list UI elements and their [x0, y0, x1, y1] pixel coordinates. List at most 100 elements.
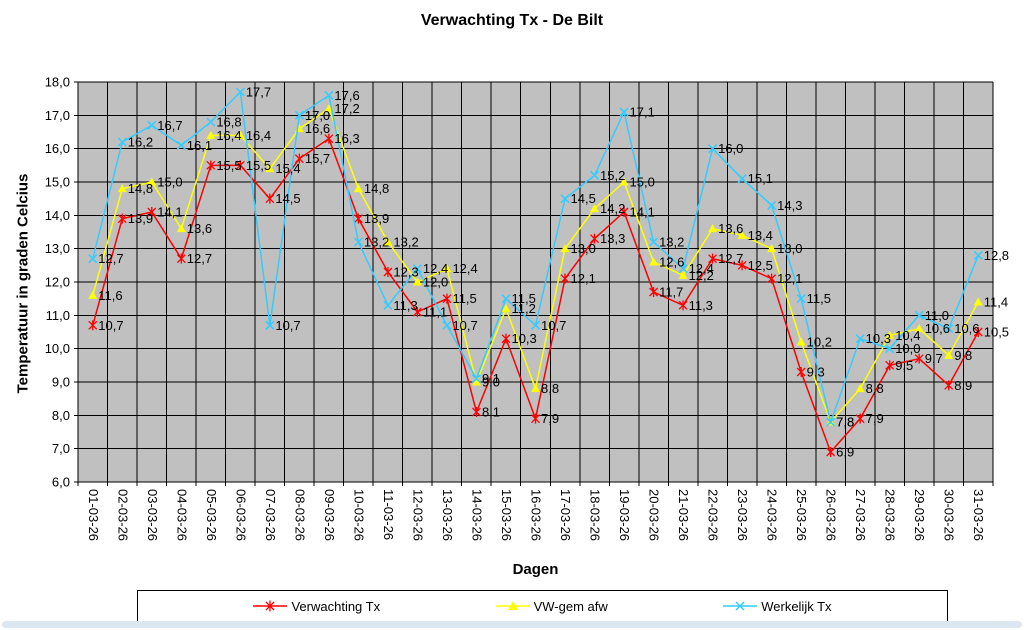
svg-text:31-03-26: 31-03-26: [971, 489, 986, 541]
svg-text:17,2: 17,2: [334, 101, 359, 116]
svg-text:13,9: 13,9: [128, 211, 153, 226]
svg-text:24-03-26: 24-03-26: [765, 489, 780, 541]
x-axis-title: Dagen: [512, 561, 559, 578]
svg-text:11,5: 11,5: [452, 291, 476, 306]
svg-text:7,8: 7,8: [836, 415, 854, 430]
svg-text:13,0: 13,0: [45, 241, 70, 256]
svg-text:07-03-26: 07-03-26: [263, 489, 278, 541]
svg-text:6,9: 6,9: [836, 445, 854, 460]
svg-text:15,5: 15,5: [216, 158, 241, 173]
svg-text:14,0: 14,0: [45, 208, 70, 223]
svg-text:11-03-26: 11-03-26: [381, 489, 396, 540]
svg-text:9,1: 9,1: [482, 371, 500, 386]
svg-text:14,5: 14,5: [571, 191, 596, 206]
svg-text:18,0: 18,0: [45, 75, 70, 90]
legend-label: Werkelijk Tx: [761, 598, 832, 614]
svg-text:16,4: 16,4: [216, 128, 241, 143]
svg-text:10,3: 10,3: [866, 331, 891, 346]
legend-box: Verwachting Tx VW-gem afw Werkelijk Tx: [137, 590, 948, 622]
svg-text:15,4: 15,4: [275, 161, 300, 176]
svg-text:15,5: 15,5: [246, 158, 271, 173]
svg-text:10,6: 10,6: [954, 321, 979, 336]
svg-text:12,3: 12,3: [393, 265, 418, 280]
svg-text:9,0: 9,0: [482, 375, 500, 390]
svg-text:9,5: 9,5: [895, 358, 913, 373]
svg-text:10,5: 10,5: [984, 325, 1009, 340]
svg-text:11,1: 11,1: [423, 305, 447, 320]
svg-text:7,9: 7,9: [866, 411, 884, 426]
svg-text:12,7: 12,7: [187, 251, 212, 266]
svg-text:12,0: 12,0: [423, 275, 448, 290]
svg-text:16,4: 16,4: [246, 128, 271, 143]
svg-text:18-03-26: 18-03-26: [588, 489, 603, 541]
svg-text:10,7: 10,7: [452, 318, 477, 333]
svg-text:11,0: 11,0: [925, 308, 949, 323]
svg-text:11,3: 11,3: [689, 298, 713, 313]
svg-text:16-03-26: 16-03-26: [529, 489, 544, 541]
svg-text:10,0: 10,0: [895, 341, 920, 356]
svg-text:17-03-26: 17-03-26: [558, 489, 573, 541]
svg-text:11,4: 11,4: [984, 295, 1008, 310]
svg-text:21-03-26: 21-03-26: [676, 489, 691, 541]
svg-text:14,8: 14,8: [364, 181, 389, 196]
svg-text:10,2: 10,2: [807, 335, 832, 350]
svg-text:16,7: 16,7: [157, 118, 182, 133]
svg-text:02-03-26: 02-03-26: [115, 489, 130, 541]
svg-text:13-03-26: 13-03-26: [440, 489, 455, 541]
svg-text:8,1: 8,1: [482, 405, 500, 420]
svg-text:15-03-26: 15-03-26: [499, 489, 514, 541]
svg-text:16,0: 16,0: [718, 141, 743, 156]
svg-text:8,8: 8,8: [541, 381, 559, 396]
svg-text:04-03-26: 04-03-26: [174, 489, 189, 541]
legend-label: VW-gem afw: [533, 598, 608, 614]
legend-item-werkelijk-tx: Werkelijk Tx: [723, 598, 832, 614]
svg-text:9,3: 9,3: [807, 365, 825, 380]
svg-text:10,7: 10,7: [98, 318, 123, 333]
svg-text:08-03-26: 08-03-26: [292, 489, 307, 541]
svg-text:13,2: 13,2: [659, 235, 684, 250]
svg-text:12,1: 12,1: [571, 271, 596, 286]
svg-text:09-03-26: 09-03-26: [322, 489, 337, 541]
svg-text:11,7: 11,7: [659, 285, 683, 300]
svg-text:14,8: 14,8: [128, 181, 153, 196]
svg-text:30-03-26: 30-03-26: [942, 489, 957, 541]
svg-text:20-03-26: 20-03-26: [647, 489, 662, 541]
svg-text:8,0: 8,0: [52, 408, 70, 423]
svg-text:15,1: 15,1: [748, 171, 773, 186]
svg-text:8,9: 8,9: [954, 378, 972, 393]
svg-text:29-03-26: 29-03-26: [912, 489, 927, 541]
svg-text:14,2: 14,2: [600, 201, 625, 216]
svg-text:03-03-26: 03-03-26: [145, 489, 160, 541]
svg-text:01-03-26: 01-03-26: [86, 489, 101, 541]
svg-text:15,0: 15,0: [157, 175, 182, 190]
svg-text:12,2: 12,2: [689, 268, 714, 283]
svg-text:13,6: 13,6: [718, 221, 743, 236]
svg-text:25-03-26: 25-03-26: [794, 489, 809, 541]
svg-text:13,2: 13,2: [393, 235, 418, 250]
svg-text:7,9: 7,9: [541, 411, 559, 426]
legend-item-vw-gem-afw: VW-gem afw: [495, 598, 608, 614]
bottom-scrollbar-strip: [2, 621, 1022, 628]
svg-text:10,4: 10,4: [895, 328, 920, 343]
svg-text:12,6: 12,6: [659, 255, 684, 270]
svg-text:14,1: 14,1: [630, 205, 655, 220]
svg-text:16,2: 16,2: [128, 135, 153, 150]
svg-text:10,6: 10,6: [925, 321, 950, 336]
svg-text:16,1: 16,1: [187, 138, 212, 153]
svg-text:11,5: 11,5: [807, 291, 831, 306]
svg-text:13,2: 13,2: [364, 235, 389, 250]
svg-text:15,7: 15,7: [305, 151, 330, 166]
svg-text:12,4: 12,4: [452, 261, 477, 276]
svg-text:15,0: 15,0: [45, 175, 70, 190]
svg-text:17,6: 17,6: [334, 88, 359, 103]
svg-text:12,5: 12,5: [748, 258, 773, 273]
red-star-line-icon: [253, 600, 288, 612]
svg-text:12,8: 12,8: [984, 248, 1009, 263]
chart-title: Verwachting Tx - De Bilt: [420, 12, 604, 29]
svg-text:7,0: 7,0: [52, 441, 70, 456]
svg-text:17,7: 17,7: [246, 85, 271, 100]
cyan-x-line-icon: [723, 601, 758, 611]
svg-text:10-03-26: 10-03-26: [351, 489, 366, 541]
svg-text:14,5: 14,5: [275, 191, 300, 206]
svg-text:19-03-26: 19-03-26: [617, 489, 632, 541]
